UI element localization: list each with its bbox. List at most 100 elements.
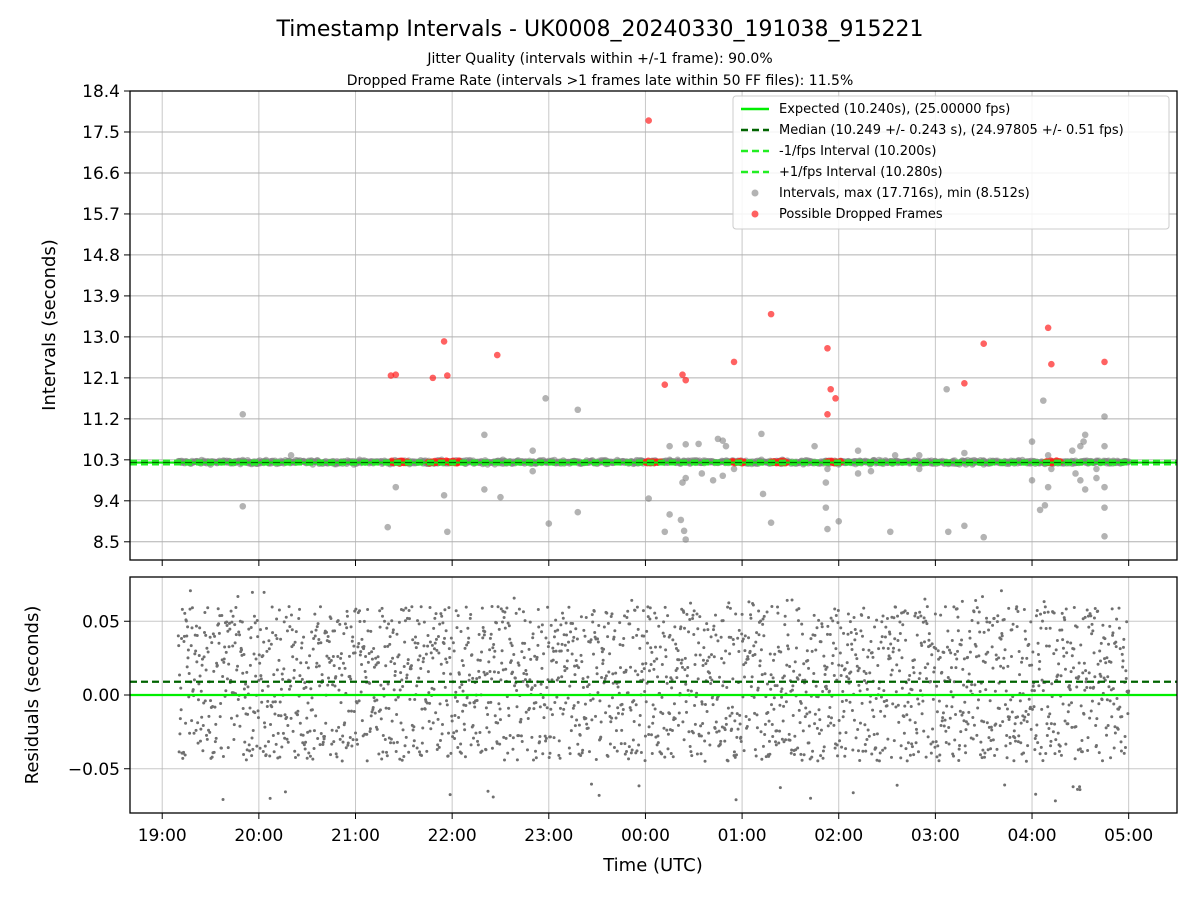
residual-point <box>481 636 485 640</box>
residual-point <box>705 710 709 714</box>
residual-point <box>779 650 783 654</box>
residual-point <box>336 619 340 623</box>
residual-point <box>262 640 266 644</box>
residual-point <box>651 721 655 725</box>
residual-point <box>661 712 665 716</box>
residual-point <box>202 655 206 659</box>
residual-point <box>1104 726 1108 730</box>
residual-point <box>792 752 796 756</box>
residual-point <box>590 613 594 617</box>
residual-point <box>731 637 735 641</box>
residual-point <box>821 749 825 753</box>
residual-point <box>757 609 761 613</box>
residual-point <box>283 713 287 717</box>
residual-point <box>201 724 205 728</box>
residual-point <box>231 644 235 648</box>
residual-point <box>352 644 356 648</box>
residual-point <box>1066 722 1070 726</box>
residual-point <box>272 750 276 754</box>
residual-point <box>618 643 622 647</box>
residual-point <box>491 795 495 799</box>
residual-point <box>358 619 362 623</box>
residual-point <box>596 691 600 695</box>
residual-point <box>782 674 786 678</box>
residual-point <box>894 605 898 609</box>
residual-point <box>1070 725 1074 729</box>
residual-point <box>246 685 250 689</box>
residual-point <box>1117 606 1121 610</box>
residual-point <box>439 612 443 616</box>
residual-point <box>388 635 392 639</box>
residual-point <box>258 628 262 632</box>
residual-point <box>526 684 530 688</box>
residual-point <box>416 619 420 623</box>
residual-point <box>978 690 982 694</box>
residual-point <box>728 606 732 610</box>
residual-point <box>197 654 201 658</box>
residual-point <box>346 743 350 747</box>
residual-point <box>327 676 331 680</box>
interval-outlier-point <box>1044 451 1052 459</box>
residual-point <box>961 667 965 671</box>
residual-point <box>356 742 360 746</box>
residual-point <box>882 689 886 693</box>
residual-point <box>955 657 959 661</box>
residual-point <box>258 746 262 750</box>
residual-point <box>864 749 868 753</box>
residual-point <box>677 711 681 715</box>
residual-point <box>376 661 380 665</box>
residuals-y-tick-label: 0.05 <box>82 612 120 632</box>
residual-point <box>730 705 734 709</box>
residual-point <box>767 719 771 723</box>
residual-point <box>900 656 904 660</box>
residual-point <box>1057 662 1061 666</box>
residual-point <box>1092 651 1096 655</box>
residual-point <box>592 609 596 613</box>
residual-point <box>1086 749 1090 753</box>
residual-point <box>631 738 635 742</box>
residual-point <box>991 666 995 670</box>
residual-point <box>964 751 968 755</box>
residual-point <box>496 671 500 675</box>
residual-point <box>445 703 449 707</box>
residual-point <box>207 714 211 718</box>
residual-point <box>1116 727 1120 731</box>
interval-outlier-point <box>666 511 673 518</box>
interval-outlier-point <box>1101 504 1108 511</box>
residual-point <box>615 749 619 753</box>
residual-point <box>490 677 494 681</box>
residual-point <box>205 733 209 737</box>
residual-point <box>1033 748 1037 752</box>
residual-point <box>227 621 231 625</box>
residual-point <box>236 697 240 701</box>
residual-point <box>565 633 569 637</box>
residual-point <box>888 632 892 636</box>
residual-point <box>719 635 723 639</box>
residual-point <box>1026 744 1030 748</box>
residual-point <box>732 642 736 646</box>
residual-point <box>960 599 964 603</box>
residual-point <box>225 624 229 628</box>
residual-point <box>486 701 490 705</box>
residual-point <box>627 745 631 749</box>
residual-point <box>541 696 545 700</box>
residual-point <box>889 755 893 759</box>
residual-point <box>1046 705 1050 709</box>
residual-point <box>486 713 490 717</box>
residual-point <box>819 754 823 758</box>
residual-point <box>908 673 912 677</box>
residual-point <box>1031 650 1035 654</box>
residual-point <box>493 714 497 718</box>
residual-point <box>1026 712 1030 716</box>
interval-outlier-point <box>682 441 690 448</box>
residual-point <box>431 656 435 660</box>
residual-point <box>194 649 198 653</box>
residual-point <box>587 750 591 754</box>
residual-point <box>528 678 532 682</box>
residual-point <box>523 678 527 682</box>
residual-point <box>437 745 441 749</box>
residual-point <box>999 589 1003 593</box>
residual-point <box>566 648 570 652</box>
residual-point <box>567 746 571 750</box>
residual-point <box>1031 684 1035 688</box>
